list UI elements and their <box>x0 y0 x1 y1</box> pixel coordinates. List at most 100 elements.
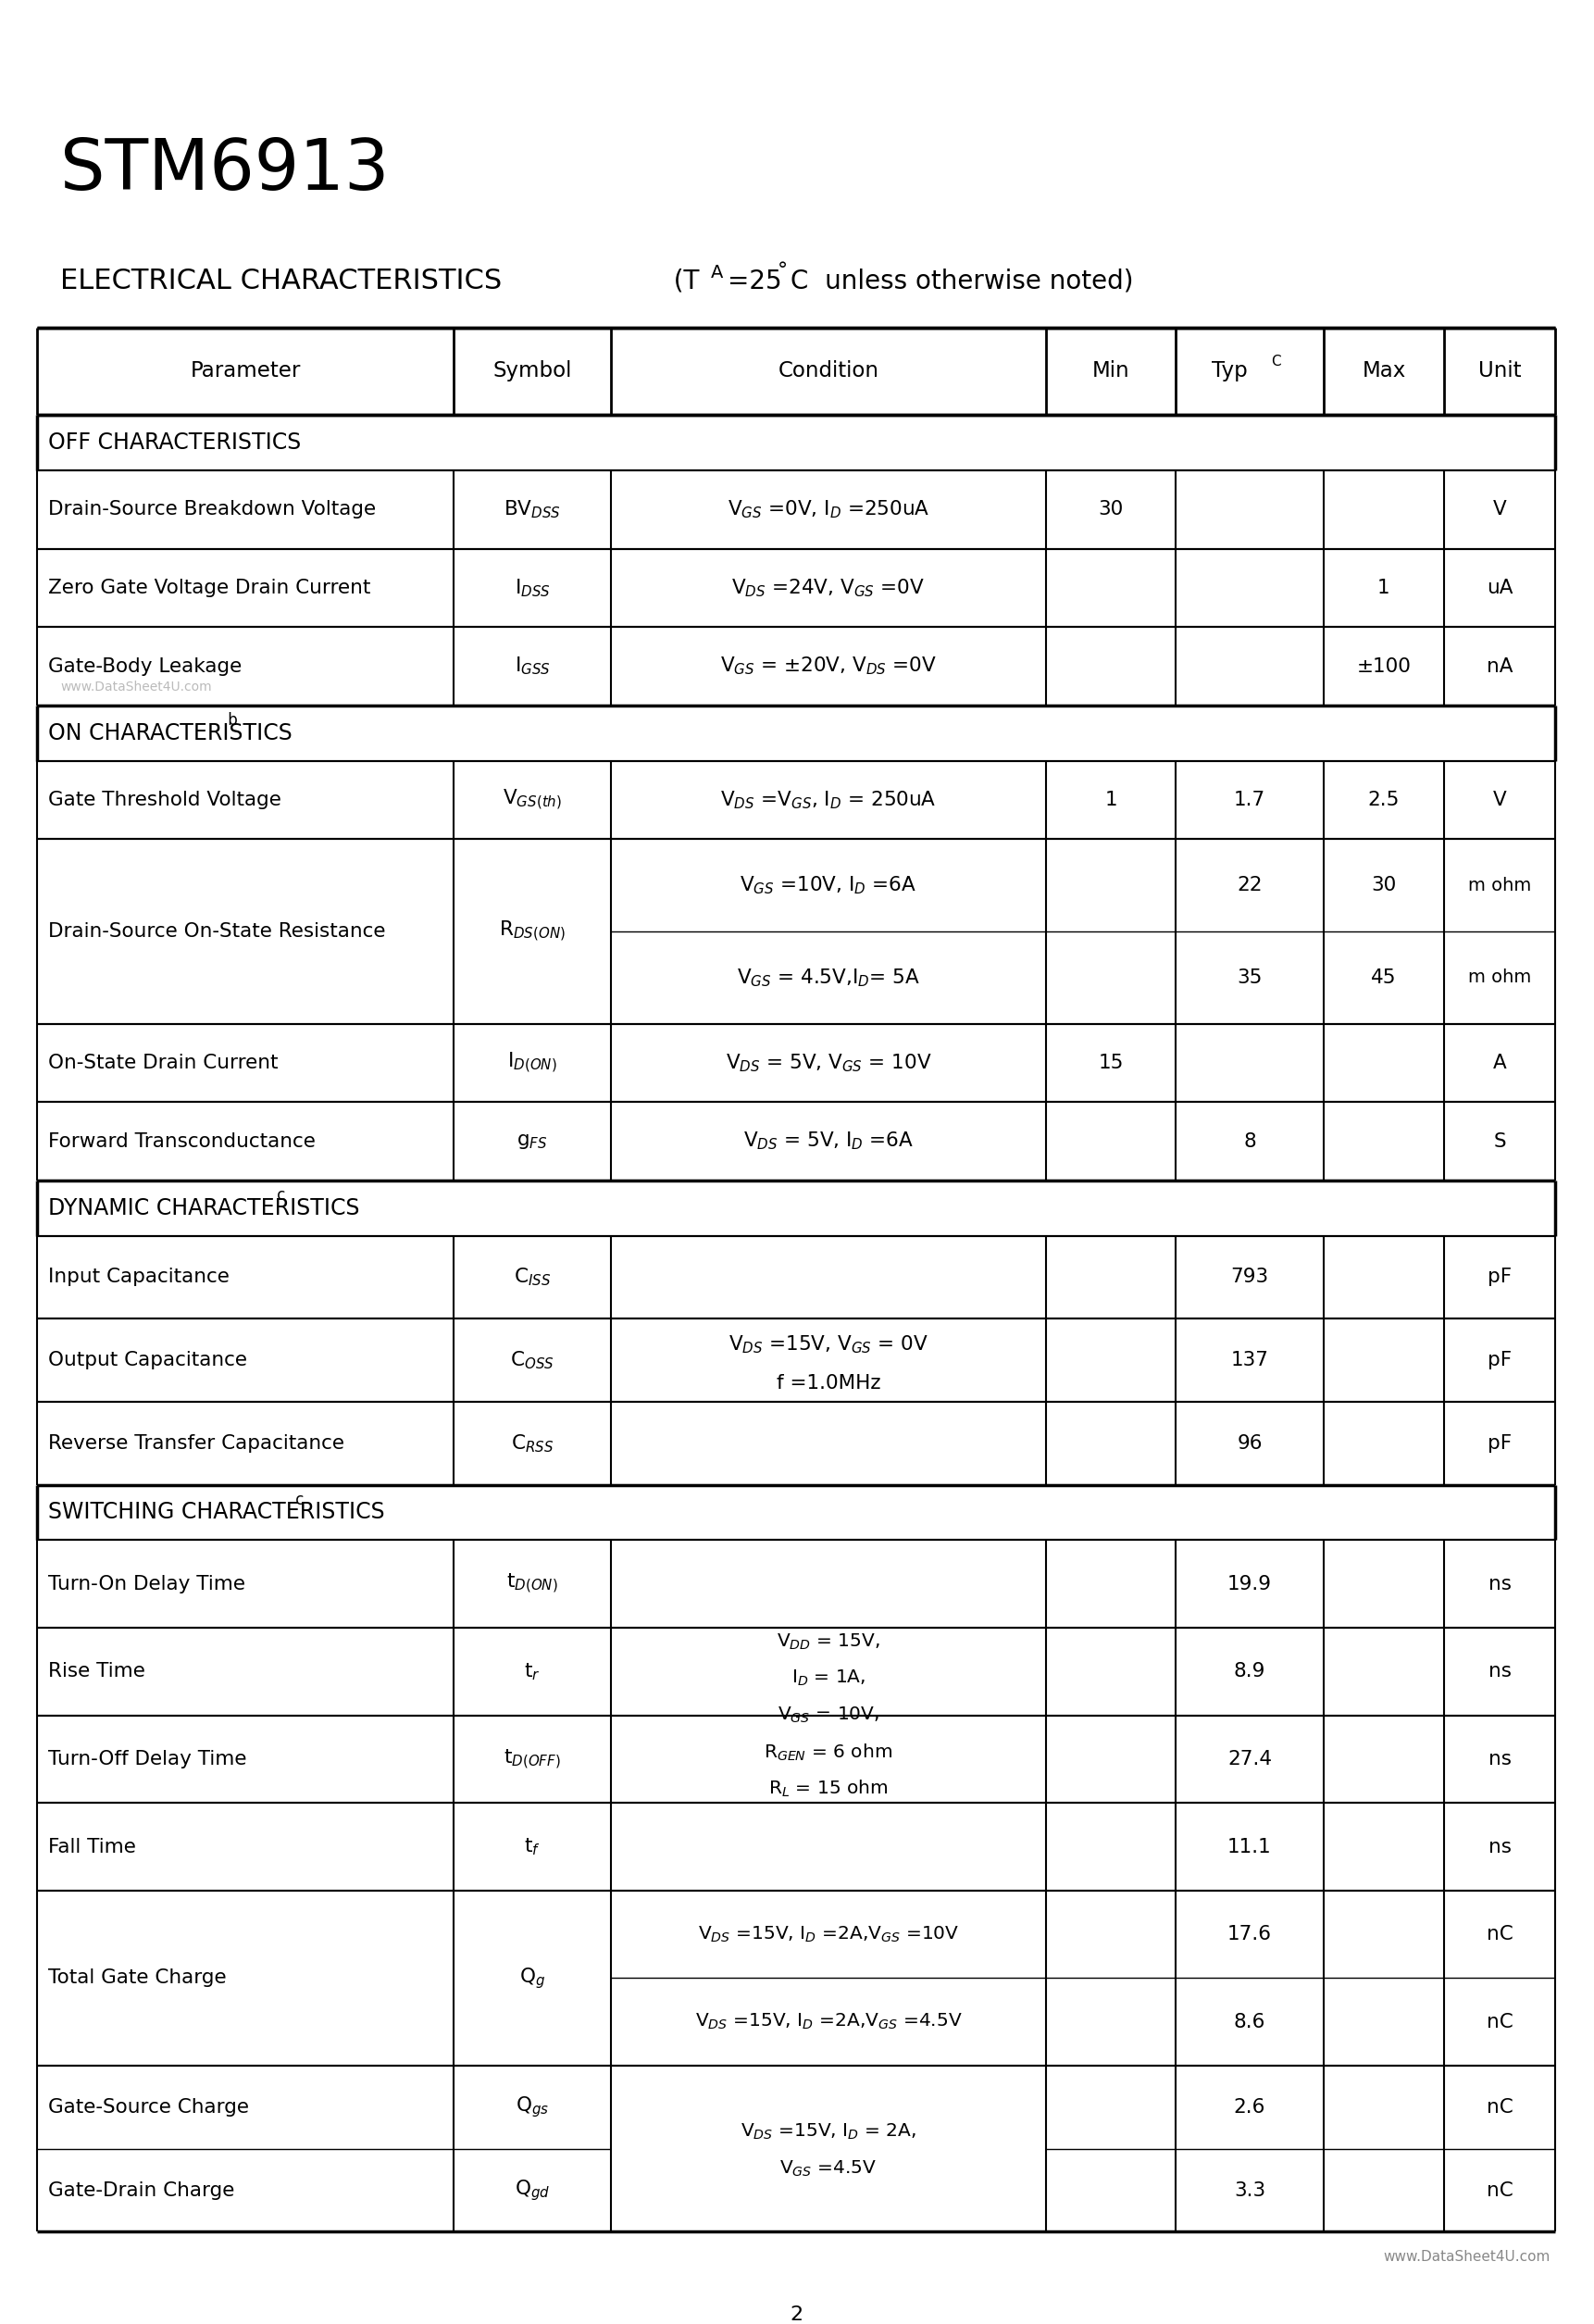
Text: C$_{ISS}$: C$_{ISS}$ <box>513 1267 552 1287</box>
Text: Gate-Source Charge: Gate-Source Charge <box>48 2099 249 2117</box>
Text: SWITCHING CHARACTERISTICS: SWITCHING CHARACTERISTICS <box>48 1501 384 1525</box>
Text: V$_{GS(th)}$: V$_{GS(th)}$ <box>502 788 561 813</box>
Text: C  unless otherwise noted): C unless otherwise noted) <box>791 267 1133 295</box>
Text: I$_{DSS}$: I$_{DSS}$ <box>515 576 550 600</box>
Text: C$_{OSS}$: C$_{OSS}$ <box>510 1350 555 1371</box>
Text: I$_D$ = 1A,: I$_D$ = 1A, <box>791 1669 866 1687</box>
Text: Unit: Unit <box>1478 360 1521 381</box>
Text: I$_{D(ON)}$: I$_{D(ON)}$ <box>507 1050 556 1076</box>
Text: 1: 1 <box>1105 790 1117 809</box>
Text: 27.4: 27.4 <box>1227 1750 1272 1769</box>
Text: Turn-On Delay Time: Turn-On Delay Time <box>48 1576 245 1594</box>
Text: V$_{DS}$ =15V, I$_D$ = 2A,: V$_{DS}$ =15V, I$_D$ = 2A, <box>741 2122 917 2143</box>
Text: pF: pF <box>1487 1434 1511 1452</box>
Text: 35: 35 <box>1237 969 1262 988</box>
Text: Q$_{gd}$: Q$_{gd}$ <box>515 2178 550 2203</box>
Text: c: c <box>292 1492 304 1508</box>
Text: V$_{DS}$ =15V, I$_D$ =2A,V$_{GS}$ =10V: V$_{DS}$ =15V, I$_D$ =2A,V$_{GS}$ =10V <box>698 1924 960 1945</box>
Text: pF: pF <box>1487 1269 1511 1287</box>
Text: m ohm: m ohm <box>1468 969 1532 985</box>
Text: ±100: ±100 <box>1356 658 1411 676</box>
Text: 8.6: 8.6 <box>1234 2013 1266 2031</box>
Text: t$_{D(OFF)}$: t$_{D(OFF)}$ <box>504 1748 561 1771</box>
Text: b: b <box>223 711 238 730</box>
Text: V$_{GS}$ = 4.5V,I$_D$= 5A: V$_{GS}$ = 4.5V,I$_D$= 5A <box>736 967 920 988</box>
Text: nC: nC <box>1486 2013 1513 2031</box>
Text: g$_{FS}$: g$_{FS}$ <box>516 1132 548 1150</box>
Text: c: c <box>271 1188 285 1204</box>
Text: 30: 30 <box>1098 500 1124 518</box>
Text: 17.6: 17.6 <box>1227 1924 1272 1943</box>
Text: V$_{DS}$ = 5V, I$_D$ =6A: V$_{DS}$ = 5V, I$_D$ =6A <box>743 1129 913 1153</box>
Text: 2: 2 <box>789 2305 803 2324</box>
Text: www.DataSheet4U.com: www.DataSheet4U.com <box>1384 2250 1551 2264</box>
Text: Gate-Body Leakage: Gate-Body Leakage <box>48 658 242 676</box>
Text: Input Capacitance: Input Capacitance <box>48 1269 230 1287</box>
Text: 45: 45 <box>1371 969 1396 988</box>
Text: A: A <box>1492 1053 1506 1071</box>
Text: Gate Threshold Voltage: Gate Threshold Voltage <box>48 790 281 809</box>
Text: Min: Min <box>1092 360 1130 381</box>
Text: 15: 15 <box>1098 1053 1124 1071</box>
Text: R$_{GEN}$ = 6 ohm: R$_{GEN}$ = 6 ohm <box>764 1743 893 1762</box>
Text: ns: ns <box>1489 1576 1511 1594</box>
Text: nC: nC <box>1486 2180 1513 2199</box>
Text: Drain-Source Breakdown Voltage: Drain-Source Breakdown Voltage <box>48 500 376 518</box>
Text: 3.3: 3.3 <box>1234 2180 1266 2199</box>
Text: V$_{DS}$ =V$_{GS}$, I$_D$ = 250uA: V$_{DS}$ =V$_{GS}$, I$_D$ = 250uA <box>720 790 937 811</box>
Text: ELECTRICAL CHARACTERISTICS: ELECTRICAL CHARACTERISTICS <box>61 267 502 295</box>
Text: Condition: Condition <box>778 360 878 381</box>
Text: V$_{DS}$ =24V, V$_{GS}$ =0V: V$_{DS}$ =24V, V$_{GS}$ =0V <box>732 576 925 600</box>
Text: V$_{DS}$ = 5V, V$_{GS}$ = 10V: V$_{DS}$ = 5V, V$_{GS}$ = 10V <box>725 1053 931 1074</box>
Text: ns: ns <box>1489 1750 1511 1769</box>
Text: OFF CHARACTERISTICS: OFF CHARACTERISTICS <box>48 432 301 453</box>
Text: ns: ns <box>1489 1838 1511 1857</box>
Text: Q$_{gs}$: Q$_{gs}$ <box>515 2094 548 2119</box>
Text: uA: uA <box>1486 579 1513 597</box>
Text: nC: nC <box>1486 1924 1513 1943</box>
Text: nA: nA <box>1486 658 1513 676</box>
Text: V$_{DS}$ =15V, V$_{GS}$ = 0V: V$_{DS}$ =15V, V$_{GS}$ = 0V <box>728 1334 928 1355</box>
Text: t$_f$: t$_f$ <box>524 1836 540 1857</box>
Text: R$_{DS(ON)}$: R$_{DS(ON)}$ <box>499 920 566 944</box>
Text: I$_{GSS}$: I$_{GSS}$ <box>515 655 550 676</box>
Text: m ohm: m ohm <box>1468 876 1532 895</box>
Text: On-State Drain Current: On-State Drain Current <box>48 1053 279 1071</box>
Text: 96: 96 <box>1237 1434 1262 1452</box>
Text: 11.1: 11.1 <box>1227 1838 1272 1857</box>
Text: V$_{GS}$ =4.5V: V$_{GS}$ =4.5V <box>779 2159 877 2180</box>
Text: pF: pF <box>1487 1350 1511 1369</box>
Text: nC: nC <box>1486 2099 1513 2117</box>
Text: t$_{D(ON)}$: t$_{D(ON)}$ <box>507 1571 558 1597</box>
Text: 8.9: 8.9 <box>1234 1662 1266 1680</box>
Text: ns: ns <box>1489 1662 1511 1680</box>
Text: Typ: Typ <box>1211 360 1254 381</box>
Text: 137: 137 <box>1231 1350 1269 1369</box>
Text: 30: 30 <box>1371 876 1396 895</box>
Text: Output Capacitance: Output Capacitance <box>48 1350 247 1369</box>
Text: =25: =25 <box>727 267 781 295</box>
Text: Drain-Source On-State Resistance: Drain-Source On-State Resistance <box>48 923 386 941</box>
Text: S: S <box>1494 1132 1506 1150</box>
Text: t$_r$: t$_r$ <box>524 1662 540 1683</box>
Text: °: ° <box>778 260 787 279</box>
Text: Forward Transconductance: Forward Transconductance <box>48 1132 316 1150</box>
Text: 1: 1 <box>1377 579 1390 597</box>
Text: 2.6: 2.6 <box>1234 2099 1266 2117</box>
Text: 8: 8 <box>1243 1132 1256 1150</box>
Text: Q$_g$: Q$_g$ <box>520 1966 545 1992</box>
Text: R$_L$ = 15 ohm: R$_L$ = 15 ohm <box>768 1778 888 1799</box>
Text: DYNAMIC CHARACTERISTICS: DYNAMIC CHARACTERISTICS <box>48 1197 360 1220</box>
Text: www.DataSheet4U.com: www.DataSheet4U.com <box>61 681 212 693</box>
Text: V: V <box>1492 500 1506 518</box>
Text: 19.9: 19.9 <box>1227 1576 1272 1594</box>
Text: 793: 793 <box>1231 1269 1269 1287</box>
Text: Max: Max <box>1361 360 1406 381</box>
Text: 2.5: 2.5 <box>1368 790 1400 809</box>
Text: Gate-Drain Charge: Gate-Drain Charge <box>48 2180 234 2199</box>
Text: V$_{GS}$ =0V, I$_D$ =250uA: V$_{GS}$ =0V, I$_D$ =250uA <box>727 500 929 521</box>
Text: V$_{DS}$ =15V, I$_D$ =2A,V$_{GS}$ =4.5V: V$_{DS}$ =15V, I$_D$ =2A,V$_{GS}$ =4.5V <box>695 2013 963 2031</box>
Text: V$_{GS}$ = ±20V, V$_{DS}$ =0V: V$_{GS}$ = ±20V, V$_{DS}$ =0V <box>720 655 937 676</box>
Text: A: A <box>711 265 724 281</box>
Text: V$_{DD}$ = 15V,: V$_{DD}$ = 15V, <box>776 1631 880 1652</box>
